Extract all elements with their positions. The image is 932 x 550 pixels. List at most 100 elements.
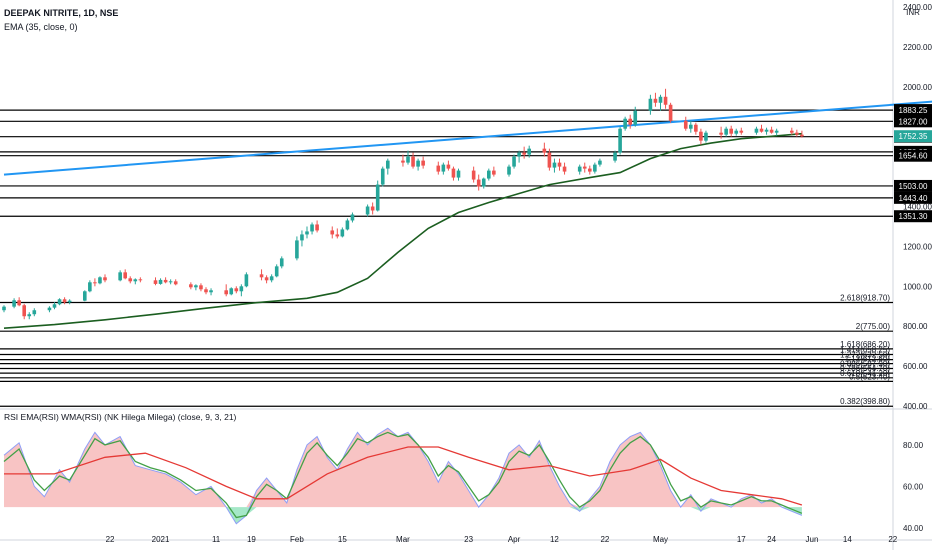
candle-body — [98, 277, 102, 284]
candle-down — [476, 174, 481, 191]
candle-down — [62, 297, 67, 305]
candle-up — [704, 130, 708, 143]
candle-body — [264, 277, 269, 281]
candle-down — [22, 303, 26, 320]
candle-body — [613, 152, 617, 161]
candle-down — [653, 92, 658, 107]
candle-body — [295, 240, 299, 259]
candle-body — [512, 156, 516, 167]
candle-body — [754, 128, 759, 133]
candle-down — [800, 130, 804, 138]
candle-up — [244, 272, 249, 288]
candle-up — [27, 312, 32, 320]
candle-up — [229, 287, 234, 296]
price-tick-label: 2400.00 — [903, 3, 932, 12]
candle-down — [199, 283, 203, 292]
candle-up — [416, 158, 420, 171]
price-level-tag — [894, 210, 932, 223]
candle-body — [547, 152, 552, 168]
candle-body — [300, 234, 304, 241]
candle-body — [734, 130, 739, 134]
candle-up — [648, 94, 653, 115]
candle-up — [340, 227, 345, 238]
candle-down — [335, 228, 340, 239]
candle-body — [224, 290, 228, 295]
candle-up — [168, 279, 173, 285]
candle-body — [22, 305, 26, 317]
candle-down — [492, 166, 496, 177]
candle-down — [436, 161, 441, 175]
candle-down — [446, 160, 451, 171]
candle-body — [598, 160, 602, 165]
fib-level-label: 0.382(398.80) — [840, 397, 890, 406]
candle-up — [12, 298, 16, 309]
time-tick-label: 14 — [843, 535, 852, 544]
candle-down — [330, 226, 335, 239]
candle-body — [123, 272, 127, 279]
candle-body — [416, 160, 420, 167]
candle-down — [683, 116, 688, 131]
candle-up — [295, 236, 299, 261]
currency-label: INR — [906, 8, 920, 17]
candle-up — [613, 150, 617, 163]
rsi-tick-label: 80.00 — [903, 441, 924, 450]
candle-body — [62, 299, 67, 303]
price-level-tag — [894, 191, 932, 204]
candle-body — [588, 168, 592, 172]
candle-down — [17, 297, 21, 307]
candle-body — [234, 288, 239, 292]
candle-up — [365, 204, 370, 217]
candle-up — [552, 158, 557, 173]
candle-body — [759, 128, 764, 132]
candle-up — [269, 274, 274, 283]
price-level-tag — [894, 104, 932, 117]
fib-level-label: 2.618(918.70) — [840, 294, 890, 303]
time-tick-label: Apr — [508, 535, 521, 544]
candle-body — [315, 224, 319, 231]
candle-up — [47, 306, 52, 313]
candle-down — [401, 154, 405, 167]
price-level-tag — [894, 179, 932, 192]
candle-body — [128, 278, 133, 282]
ema-indicator-label[interactable]: EMA (35, close, 0) — [4, 22, 78, 32]
candle-down — [471, 166, 476, 183]
candle-down — [719, 126, 723, 139]
candle-up — [386, 158, 390, 175]
price-tick-label: 400.00 — [903, 402, 928, 411]
candle-down — [542, 142, 547, 157]
time-tick-label: Mar — [396, 535, 410, 544]
time-tick-label: 24 — [767, 535, 776, 544]
candle-up — [380, 166, 385, 187]
candle-body — [628, 118, 632, 125]
candle-body — [239, 286, 244, 292]
candle-body — [704, 132, 708, 141]
candle-body — [476, 179, 481, 187]
candle-down — [694, 122, 698, 135]
price-level-value: 1827.00 — [899, 117, 928, 126]
candle-body — [653, 98, 658, 103]
candle-down — [93, 278, 97, 287]
symbol-title[interactable]: DEEPAK NITRITE, 1D, NSE — [4, 8, 119, 18]
candle-down — [759, 124, 764, 133]
candle-body — [88, 282, 92, 292]
candle-down — [153, 277, 158, 286]
candle-up — [734, 128, 739, 136]
candle-body — [441, 164, 446, 172]
candle-body — [446, 164, 451, 169]
candle-body — [2, 306, 6, 311]
candle-down — [189, 282, 193, 290]
candle-up — [310, 222, 314, 235]
time-tick-label: 22 — [106, 535, 115, 544]
candle-up — [774, 128, 779, 136]
candle-down — [739, 127, 744, 135]
candle-up — [274, 264, 279, 278]
candle-body — [487, 170, 491, 179]
rsi-indicator-label[interactable]: RSI EMA(RSI) WMA(RSI) (NK Hilega Milega)… — [4, 412, 237, 422]
price-level-tag — [894, 115, 932, 128]
candle-down — [224, 284, 228, 297]
candle-body — [522, 152, 526, 155]
candle-body — [274, 266, 279, 277]
candle-body — [683, 120, 688, 129]
candle-up — [406, 150, 410, 165]
